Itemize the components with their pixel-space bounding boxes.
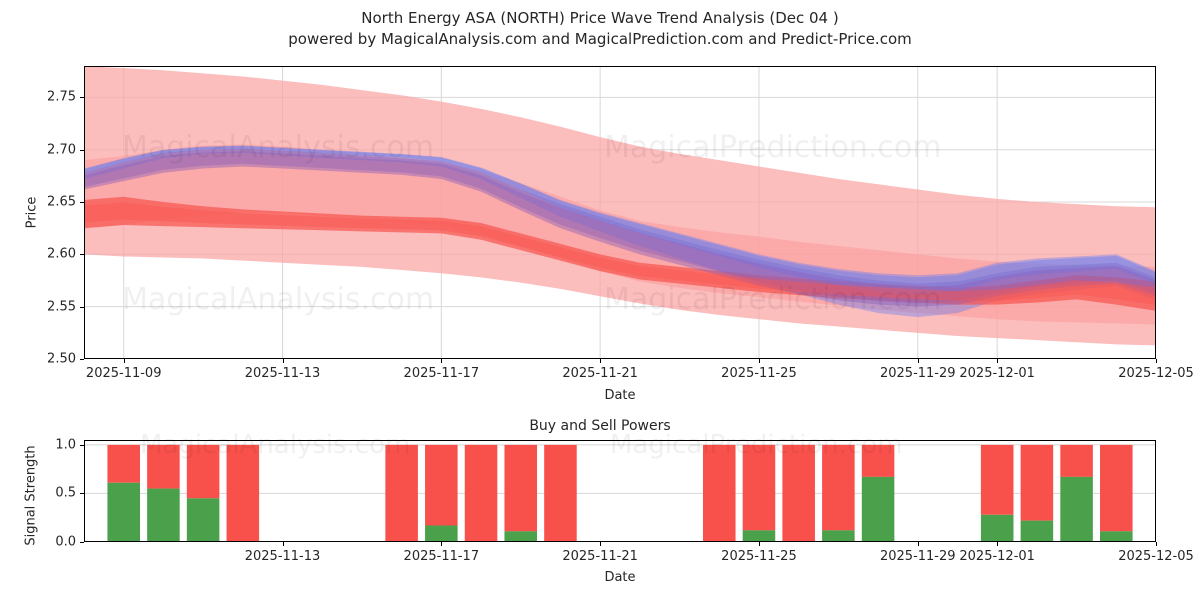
price-x-tick: 2025-12-05: [1118, 366, 1194, 381]
price-y-tick: 2.75: [47, 89, 76, 105]
watermark-analysis-2: MagicalAnalysis.com: [122, 282, 435, 317]
signal-x-tick: 2025-11-21: [562, 549, 638, 564]
signal-y-tickmark: [80, 444, 84, 446]
signal-x-tick: 2025-11-29: [879, 549, 956, 564]
price-y-tick: 2.70: [47, 142, 76, 158]
signal-bar: [980, 444, 1014, 542]
signal-bar: [226, 444, 260, 542]
signal-bar: [107, 444, 140, 542]
price-x-tick: 2025-12-01: [959, 366, 1035, 381]
signal-x-tick: 2025-11-13: [244, 549, 321, 564]
price-x-tick: 2025-11-21: [562, 366, 638, 381]
signal-bar: [702, 444, 736, 542]
watermark-analysis-3: MagicalAnalysis.com: [140, 430, 411, 460]
signal-bar: [1060, 444, 1093, 542]
price-y-tick: 2.50: [47, 351, 76, 367]
price-x-axis-title: Date: [604, 388, 636, 403]
signal-x-tickmark: [441, 542, 443, 546]
signal-bar: [425, 444, 458, 542]
price-y-tick: 2.55: [47, 299, 76, 315]
buy-sell-title: Buy and Sell Powers: [529, 418, 671, 434]
signal-x-tickmark: [600, 542, 602, 546]
watermark-prediction-1: MagicalPrediction.com: [604, 130, 942, 165]
signal-x-tick: 2025-11-25: [721, 549, 797, 564]
watermark-prediction-3: MagicalPrediction.com: [610, 430, 903, 460]
price-y-tickmark: [80, 359, 84, 360]
price-x-tickmark: [600, 359, 602, 363]
buy-sell-svg: [84, 444, 1156, 542]
price-x-tick: 2025-11-17: [403, 366, 480, 381]
page-title: North Energy ASA (NORTH) Price Wave Tren…: [361, 9, 839, 27]
signal-y-tick: 0.0: [55, 534, 76, 550]
price-y-tick: 2.60: [47, 246, 76, 262]
price-x-tick: 2025-11-29: [879, 366, 956, 381]
buy-sell-canvas: [84, 440, 1156, 542]
price-x-tickmark: [997, 359, 999, 363]
signal-bar: [782, 444, 815, 542]
signal-bar: [464, 444, 498, 542]
signal-bar: [147, 444, 180, 542]
signal-bar: [861, 444, 895, 542]
price-x-tick: 2025-11-09: [85, 366, 162, 381]
price-y-tickmark: [80, 149, 84, 151]
signal-y-tick: 0.5: [55, 485, 76, 501]
price-y-tickmark: [80, 202, 84, 204]
signal-x-axis-title: Date: [604, 570, 636, 585]
price-y-tickmark: [80, 306, 84, 308]
price-wave-chart: [84, 66, 1156, 359]
price-x-tick: 2025-11-25: [721, 366, 797, 381]
price-x-tickmark: [758, 359, 760, 363]
price-wave-svg: [84, 66, 1156, 359]
signal-y-tickmark: [80, 542, 84, 543]
signal-y-axis-title: Signal Strength: [23, 445, 39, 546]
signal-bar: [186, 444, 220, 542]
signal-x-tick: 2025-12-05: [1118, 549, 1194, 564]
signal-bar: [822, 444, 855, 542]
price-x-tickmark: [1156, 359, 1157, 363]
signal-x-tickmark: [1156, 542, 1157, 546]
price-x-tick: 2025-11-13: [244, 366, 321, 381]
signal-x-tickmark: [282, 542, 284, 546]
signal-x-tickmark: [758, 542, 760, 546]
price-y-tickmark: [80, 254, 84, 256]
signal-y-tick: 1.0: [55, 437, 76, 453]
title-block: North Energy ASA (NORTH) Price Wave Tren…: [0, 8, 1200, 50]
watermark-analysis-1: MagicalAnalysis.com: [122, 130, 435, 165]
signal-bar: [504, 444, 538, 542]
signal-bar: [544, 444, 577, 542]
watermark-prediction-2: MagicalPrediction.com: [604, 282, 942, 317]
price-y-tickmark: [80, 97, 84, 99]
price-x-tickmark: [441, 359, 443, 363]
signal-bar: [1020, 444, 1054, 542]
price-x-tickmark: [917, 359, 919, 363]
signal-x-tick: 2025-11-17: [403, 549, 480, 564]
price-x-tickmark: [282, 359, 284, 363]
signal-x-tickmark: [917, 542, 919, 546]
price-wave-canvas: [84, 66, 1156, 359]
signal-bar: [385, 444, 418, 542]
signal-x-tickmark: [997, 542, 999, 546]
price-x-tickmark: [123, 359, 125, 363]
signal-y-tickmark: [80, 493, 84, 495]
signal-x-tick: 2025-12-01: [959, 549, 1035, 564]
page-subtitle: powered by MagicalAnalysis.com and Magic…: [288, 30, 912, 48]
signal-bar: [1100, 444, 1133, 542]
price-y-tick: 2.65: [47, 194, 76, 210]
price-y-axis-title: Price: [24, 196, 40, 229]
signal-bar: [742, 444, 776, 542]
